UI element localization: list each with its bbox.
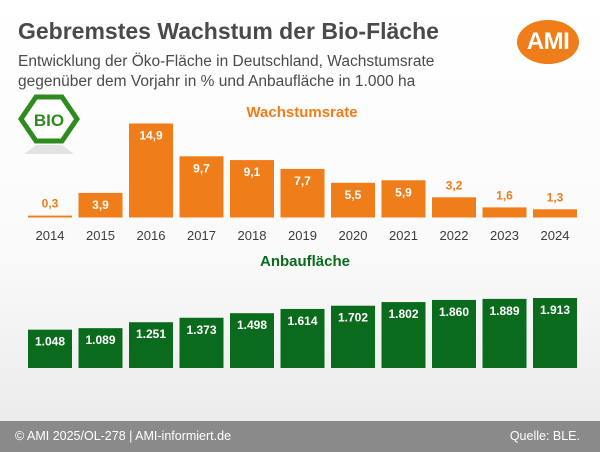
growth-rate-bar	[230, 160, 274, 218]
growth-rate-value-label: 3,9	[92, 198, 109, 212]
growth-rate-bar	[78, 192, 123, 218]
cultivated-area-chart: Anbaufläche 1.048 1.089 1.251 1.373 1.498 1.6…	[28, 253, 577, 368]
growth-rate-bar	[533, 209, 577, 218]
year-tick-label: 2018	[238, 228, 267, 243]
year-tick-label: 2014	[36, 228, 65, 243]
cultivated-area-bar	[331, 305, 375, 368]
growth-rate-bar	[381, 180, 426, 218]
cultivated-area-value-label: 1.889	[489, 304, 519, 318]
cultivated-area-bar	[381, 302, 426, 368]
growth-rate-bar	[432, 197, 476, 218]
bio-seal-text: BIO	[34, 111, 64, 130]
year-tick-label: 2023	[490, 228, 519, 243]
growth-rate-value-label: 3,2	[446, 178, 463, 192]
year-tick-label: 2016	[137, 228, 166, 243]
cultivated-area-value-label: 1.614	[287, 314, 317, 328]
growth-rate-bar	[28, 215, 72, 218]
growth-rate-bar	[280, 168, 325, 218]
page-title: Gebremstes Wachstum der Bio-Fläche	[18, 18, 439, 44]
cultivated-area-value-label: 1.913	[540, 303, 570, 317]
growth-rate-value-label: 5,5	[345, 188, 362, 202]
growth-rate-value-label: 7,7	[294, 174, 311, 188]
cultivated-area-value-label: 1.802	[388, 307, 418, 321]
cultivated-area-bar	[533, 298, 577, 368]
growth-rate-bar	[179, 156, 224, 218]
growth-rate-chart: Wachstumsrate 0,3 2014 3,9 2015 14,9 2016 9,7 2…	[28, 104, 577, 243]
cultivated-area-bar	[78, 328, 123, 368]
cultivated-area-value-label: 1.048	[35, 335, 65, 349]
cultivated-area-bar	[432, 299, 476, 368]
growth-rate-bar	[129, 123, 173, 218]
chart-area: Wachstumsrate 0,3 2014 3,9 2015 14,9 2016 9,7 2…	[28, 104, 577, 368]
growth-rate-value-label: 5,9	[395, 185, 412, 199]
cultivated-area-value-label: 1.089	[85, 333, 115, 347]
cultivated-area-title: Anbaufläche	[260, 253, 350, 270]
year-tick-label: 2020	[339, 228, 368, 243]
cultivated-area-value-label: 1.498	[237, 318, 267, 332]
ami-logo: AMI	[517, 20, 579, 64]
cultivated-area-bar	[482, 298, 527, 368]
growth-rate-value-label: 1,3	[547, 190, 564, 204]
growth-rate-bar	[482, 207, 527, 218]
cultivated-area-value-label: 1.702	[338, 311, 368, 325]
growth-rate-value-label: 9,7	[193, 161, 210, 175]
source-text: Quelle: BLE.	[509, 429, 580, 443]
cultivated-area-value-label: 1.373	[186, 323, 216, 337]
cultivated-area-bar	[280, 308, 325, 368]
bio-seal-icon: BIO	[18, 94, 80, 154]
copyright-text: © AMI 2025/OL-278 | AMI-informiert.de	[15, 429, 232, 443]
cultivated-area-value-label: 1.860	[439, 305, 469, 319]
cultivated-area-value-label: 1.251	[136, 327, 166, 341]
growth-rate-title: Wachstumsrate	[246, 104, 357, 121]
growth-rate-value-label: 14,9	[139, 129, 163, 143]
cultivated-area-bar	[179, 317, 224, 368]
year-tick-label: 2024	[541, 228, 570, 243]
growth-rate-value-label: 1,6	[496, 188, 513, 202]
cultivated-area-bar	[129, 322, 173, 368]
growth-rate-value-label: 0,3	[42, 197, 59, 211]
footer-bar: © AMI 2025/OL-278 | AMI-informiert.de Qu…	[0, 421, 600, 452]
page-subtitle: Entwicklung der Öko-Fläche in Deutschlan…	[18, 53, 435, 90]
growth-rate-value-label: 9,1	[244, 165, 261, 179]
cultivated-area-bar	[230, 313, 274, 368]
cultivated-area-bar	[28, 329, 72, 368]
year-tick-label: 2017	[187, 228, 216, 243]
year-tick-label: 2022	[440, 228, 469, 243]
growth-rate-bar	[331, 182, 375, 218]
year-tick-label: 2021	[389, 228, 418, 243]
year-tick-label: 2019	[288, 228, 317, 243]
year-tick-label: 2015	[86, 228, 115, 243]
